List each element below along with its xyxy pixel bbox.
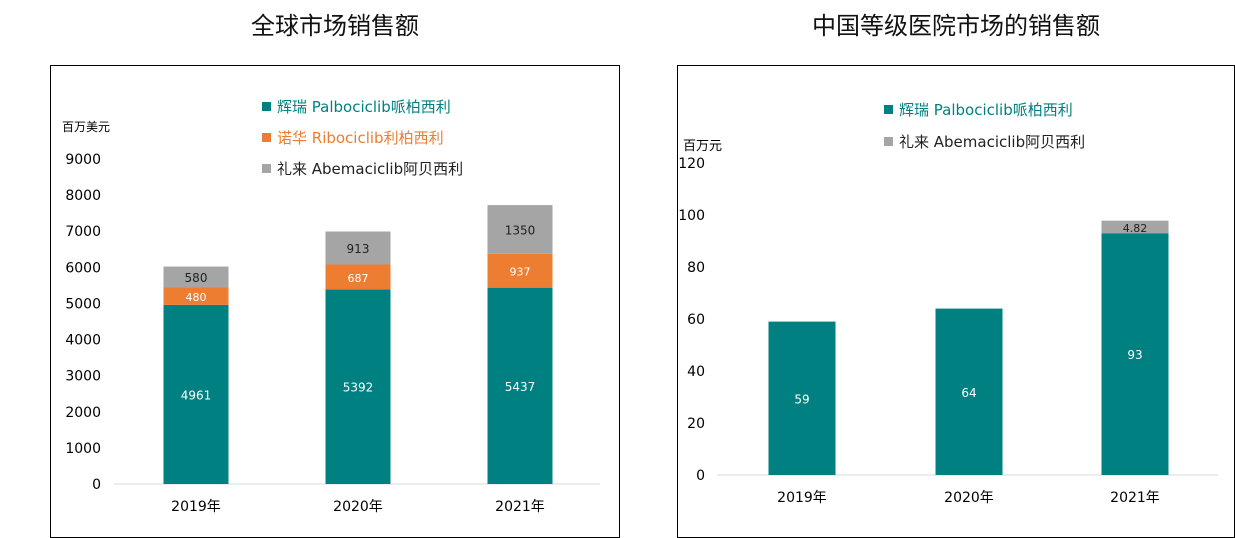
data-label: 937 (510, 266, 531, 279)
y-tick-label: 2000 (65, 405, 101, 421)
legend-swatch-palbociclib-china-icon (884, 105, 893, 114)
y-tick-label: 9000 (65, 152, 101, 168)
bar-segment (163, 287, 229, 305)
y-tick-label: 7000 (65, 224, 101, 240)
y-tick-label: 100 (678, 208, 705, 224)
legend-label-palbociclib: 辉瑞 Palbociclib哌柏西利 (277, 98, 451, 116)
legend-label-palbociclib-china: 辉瑞 Palbociclib哌柏西利 (899, 101, 1073, 119)
y-tick-label: 3000 (65, 369, 101, 385)
data-label: 4.82 (1123, 222, 1148, 235)
bar-segment (163, 266, 229, 288)
data-label: 480 (186, 291, 207, 304)
chart-title-global: 全球市场销售额 (251, 12, 419, 40)
x-tick-label: 2021年 (1110, 490, 1160, 506)
y-tick-label: 5000 (65, 296, 101, 312)
legend-item-palbociclib-china: 辉瑞 Palbociclib哌柏西利 (884, 99, 1073, 120)
bar-segment (325, 231, 391, 265)
data-label: 93 (1127, 348, 1142, 362)
legend-item-abemaciclib-china: 礼来 Abemaciclib阿贝西利 (884, 131, 1085, 152)
data-label: 5392 (343, 381, 374, 395)
y-tick-label: 4000 (65, 333, 101, 349)
x-tick-label: 2019年 (777, 490, 827, 506)
y-tick-label: 0 (696, 468, 705, 484)
bar-segment (487, 287, 553, 484)
data-label: 4961 (181, 388, 212, 402)
y-tick-label: 120 (678, 156, 705, 172)
bar-segment (487, 253, 553, 288)
x-tick-label: 2020年 (333, 499, 383, 515)
y-tick-label: 20 (687, 416, 705, 432)
legend-swatch-abemaciclib-icon (262, 164, 271, 173)
chart-title-china: 中国等级医院市场的销售额 (812, 12, 1100, 40)
data-label: 64 (961, 386, 976, 400)
y-tick-label: 6000 (65, 260, 101, 276)
y-tick-label: 1000 (65, 441, 101, 457)
data-label: 580 (185, 271, 208, 285)
y-tick-label: 8000 (65, 188, 101, 204)
x-tick-label: 2019年 (171, 499, 221, 515)
bar-segment (325, 264, 391, 290)
bar-segment (1101, 220, 1169, 234)
data-label: 1350 (505, 223, 536, 237)
y-axis-unit-global: 百万美元 (62, 120, 111, 134)
data-label: 59 (794, 392, 809, 406)
bar-segment (935, 308, 1003, 475)
legend-label-abemaciclib: 礼来 Abemaciclib阿贝西利 (277, 160, 464, 178)
bar-segment (1101, 233, 1169, 475)
legend-swatch-abemaciclib-china-icon (884, 137, 893, 146)
y-tick-label: 80 (687, 260, 705, 276)
legend-label-ribociclib: 诺华 Ribociclib利柏西利 (277, 129, 444, 147)
bar-segment (163, 304, 229, 484)
y-axis-unit-china: 百万元 (683, 139, 723, 154)
legend-item-abemaciclib-global: 礼来 Abemaciclib阿贝西利 (262, 158, 463, 179)
legend-swatch-ribociclib-icon (262, 133, 271, 142)
data-label: 913 (347, 242, 370, 256)
bar-segment (325, 289, 391, 484)
x-tick-label: 2020年 (944, 490, 994, 506)
bar-segment (487, 205, 553, 254)
x-tick-label: 2021年 (495, 499, 545, 515)
data-label: 687 (348, 272, 369, 285)
y-tick-label: 60 (687, 312, 705, 328)
bar-segment (768, 321, 836, 475)
legend-item-palbociclib-global: 辉瑞 Palbociclib哌柏西利 (262, 96, 451, 117)
legend-item-ribociclib-global: 诺华 Ribociclib利柏西利 (262, 127, 444, 148)
y-tick-label: 40 (687, 364, 705, 380)
legend-swatch-palbociclib-icon (262, 102, 271, 111)
y-tick-label: 0 (92, 477, 101, 493)
legend-label-abemaciclib-china: 礼来 Abemaciclib阿贝西利 (899, 133, 1086, 151)
data-label: 5437 (505, 380, 536, 394)
